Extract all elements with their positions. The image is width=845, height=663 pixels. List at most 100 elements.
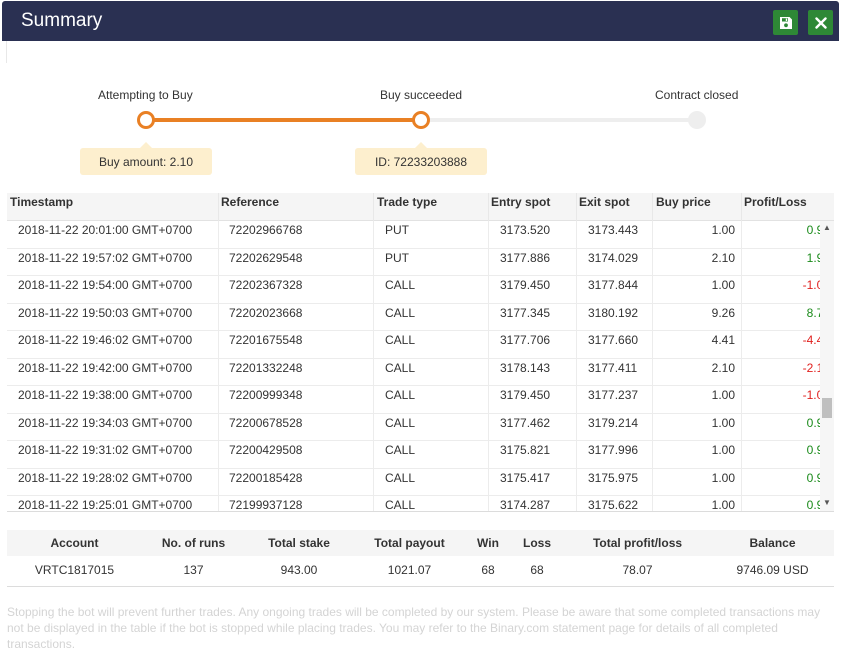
cell-entry-spot: 3174.287 bbox=[500, 498, 551, 511]
step-label-succeeded: Buy succeeded bbox=[380, 88, 463, 102]
step-dot-attempting bbox=[137, 111, 155, 129]
cell-profit-loss: 0.94 bbox=[806, 223, 820, 237]
cell-buy-price: 2.10 bbox=[711, 250, 735, 265]
progress-track-fill bbox=[146, 118, 422, 122]
cell-trade-type: CALL bbox=[385, 470, 416, 485]
summary-win: 68 bbox=[481, 563, 495, 577]
step-label-closed: Contract closed bbox=[655, 88, 739, 102]
table-scrollbar[interactable]: ▲ ▼ bbox=[820, 221, 834, 511]
cell-entry-spot: 3173.520 bbox=[500, 223, 551, 237]
table-row[interactable]: 2018-11-22 20:01:00 GMT+0700 72202966768 P… bbox=[7, 221, 820, 249]
table-row[interactable]: 2018-11-22 19:38:00 GMT+0700 72200999348 C… bbox=[7, 386, 820, 414]
cell-exit-spot: 3179.214 bbox=[588, 415, 639, 430]
cell-exit-spot: 3180.192 bbox=[588, 305, 639, 320]
table-row[interactable]: 2018-11-22 19:54:00 GMT+0700 72202367328 C… bbox=[7, 276, 820, 304]
cell-reference: 72199937128 bbox=[229, 498, 303, 511]
table-row[interactable]: 2018-11-22 19:57:02 GMT+0700 72202629548 P… bbox=[7, 249, 820, 276]
summary-header-total-payout: Total payout bbox=[374, 536, 445, 550]
cell-timestamp: 2018-11-22 19:31:02 GMT+0700 bbox=[18, 443, 193, 457]
cell-trade-type: CALL bbox=[385, 498, 416, 511]
column-header-buy-price[interactable]: Buy price bbox=[656, 195, 711, 209]
cell-timestamp: 2018-11-22 19:50:03 GMT+0700 bbox=[18, 305, 193, 320]
cell-timestamp: 2018-11-22 19:54:00 GMT+0700 bbox=[18, 278, 193, 292]
cell-trade-type: CALL bbox=[385, 278, 416, 292]
cell-profit-loss: -1.00 bbox=[802, 278, 820, 292]
column-header-timestamp[interactable]: Timestamp bbox=[10, 195, 74, 209]
column-divider bbox=[373, 221, 374, 511]
cell-timestamp: 2018-11-22 20:01:00 GMT+0700 bbox=[18, 223, 193, 237]
summary-header-total-profit-loss: Total profit/loss bbox=[592, 536, 683, 550]
scroll-up-arrow-icon[interactable]: ▲ bbox=[823, 223, 831, 232]
cell-buy-price: 1.00 bbox=[711, 498, 735, 511]
cell-timestamp: 2018-11-22 19:57:02 GMT+0700 bbox=[18, 250, 193, 265]
column-divider bbox=[218, 193, 219, 221]
summary-total-stake: 943.00 bbox=[280, 563, 318, 577]
table-row[interactable]: 2018-11-22 19:50:03 GMT+0700 72202023668 C… bbox=[7, 304, 820, 331]
summary-header-win: Win bbox=[477, 536, 499, 550]
cell-reference: 72201332248 bbox=[229, 360, 303, 375]
cell-timestamp: 2018-11-22 19:46:02 GMT+0700 bbox=[18, 333, 193, 347]
cell-trade-type: PUT bbox=[385, 250, 409, 265]
cell-exit-spot: 3177.237 bbox=[588, 388, 639, 402]
table-row[interactable]: 2018-11-22 19:31:02 GMT+0700 72200429508 C… bbox=[7, 441, 820, 469]
cell-exit-spot: 3177.660 bbox=[588, 333, 639, 347]
scrollbar-thumb[interactable] bbox=[822, 398, 832, 418]
column-header-trade-type[interactable]: Trade type bbox=[377, 195, 438, 209]
floppy-disk-icon bbox=[779, 16, 792, 29]
table-row[interactable]: 2018-11-22 19:42:00 GMT+0700 72201332248 C… bbox=[7, 359, 820, 386]
cell-trade-type: CALL bbox=[385, 443, 416, 457]
summary-header-balance: Balance bbox=[749, 536, 796, 550]
cell-reference: 72200429508 bbox=[229, 443, 303, 457]
close-icon bbox=[814, 16, 827, 29]
cell-reference: 72202966768 bbox=[229, 223, 303, 237]
cell-buy-price: 2.10 bbox=[711, 360, 735, 375]
column-divider bbox=[576, 221, 577, 511]
step-dot-succeeded bbox=[412, 111, 430, 129]
table-header: Timestamp Reference Trade type Entry spo… bbox=[7, 193, 834, 221]
table-body[interactable]: 2018-11-22 20:01:00 GMT+0700 72202966768 P… bbox=[7, 221, 820, 511]
disclaimer-text: Stopping the bot will prevent further tr… bbox=[7, 605, 821, 651]
table-row[interactable]: 2018-11-22 19:28:02 GMT+0700 72200185428 C… bbox=[7, 469, 820, 496]
cell-buy-price: 1.00 bbox=[711, 388, 735, 402]
column-header-reference[interactable]: Reference bbox=[221, 195, 280, 209]
close-button[interactable] bbox=[808, 10, 833, 35]
column-header-exit-spot[interactable]: Exit spot bbox=[579, 195, 630, 209]
contract-id-text: ID: 72233203888 bbox=[374, 154, 468, 169]
summary-header-account: Account bbox=[50, 536, 99, 550]
cell-timestamp: 2018-11-22 19:28:02 GMT+0700 bbox=[18, 470, 193, 485]
cell-exit-spot: 3174.029 bbox=[588, 250, 639, 265]
column-header-profit-loss[interactable]: Profit/Loss bbox=[744, 195, 807, 209]
cell-buy-price: 4.41 bbox=[711, 333, 735, 347]
cell-profit-loss: 8.72 bbox=[806, 305, 820, 320]
table-row[interactable]: 2018-11-22 19:46:02 GMT+0700 72201675548 C… bbox=[7, 331, 820, 359]
cell-timestamp: 2018-11-22 19:25:01 GMT+0700 bbox=[18, 498, 193, 511]
cell-buy-price: 9.26 bbox=[711, 305, 735, 320]
summary-total-profit-loss: 78.07 bbox=[622, 563, 653, 577]
table-row[interactable]: 2018-11-22 19:34:03 GMT+0700 72200678528 C… bbox=[7, 414, 820, 441]
cell-reference: 72200678528 bbox=[229, 415, 303, 430]
summary-runs: 137 bbox=[183, 563, 204, 577]
cell-profit-loss: -4.41 bbox=[802, 333, 820, 347]
scroll-down-arrow-icon[interactable]: ▼ bbox=[823, 498, 831, 507]
cell-trade-type: CALL bbox=[385, 415, 416, 430]
cell-trade-type: CALL bbox=[385, 305, 416, 320]
column-header-entry-spot[interactable]: Entry spot bbox=[491, 195, 551, 209]
cell-reference: 72202023668 bbox=[229, 305, 303, 320]
cell-trade-type: CALL bbox=[385, 360, 416, 375]
cell-buy-price: 1.00 bbox=[711, 443, 735, 457]
column-divider bbox=[652, 193, 653, 221]
summary-header: Account No. of runs Total stake Total pa… bbox=[7, 530, 834, 556]
cell-timestamp: 2018-11-22 19:42:00 GMT+0700 bbox=[18, 360, 193, 375]
cell-profit-loss: -1.00 bbox=[802, 388, 820, 402]
save-button[interactable] bbox=[773, 10, 798, 35]
table-row[interactable]: 2018-11-22 19:25:01 GMT+0700 72199937128 C… bbox=[7, 496, 820, 511]
column-divider bbox=[488, 193, 489, 221]
summary-header-loss: Loss bbox=[522, 536, 551, 550]
cell-timestamp: 2018-11-22 19:38:00 GMT+0700 bbox=[18, 388, 193, 402]
cell-profit-loss: 0.94 bbox=[806, 443, 820, 457]
summary-table: Account No. of runs Total stake Total pa… bbox=[7, 530, 834, 587]
summary-total-payout: 1021.07 bbox=[387, 563, 432, 577]
cell-entry-spot: 3177.706 bbox=[500, 333, 551, 347]
summary-account: VRTC1817015 bbox=[34, 563, 115, 577]
buy-amount-tooltip: Buy amount: 2.10 bbox=[80, 142, 212, 175]
